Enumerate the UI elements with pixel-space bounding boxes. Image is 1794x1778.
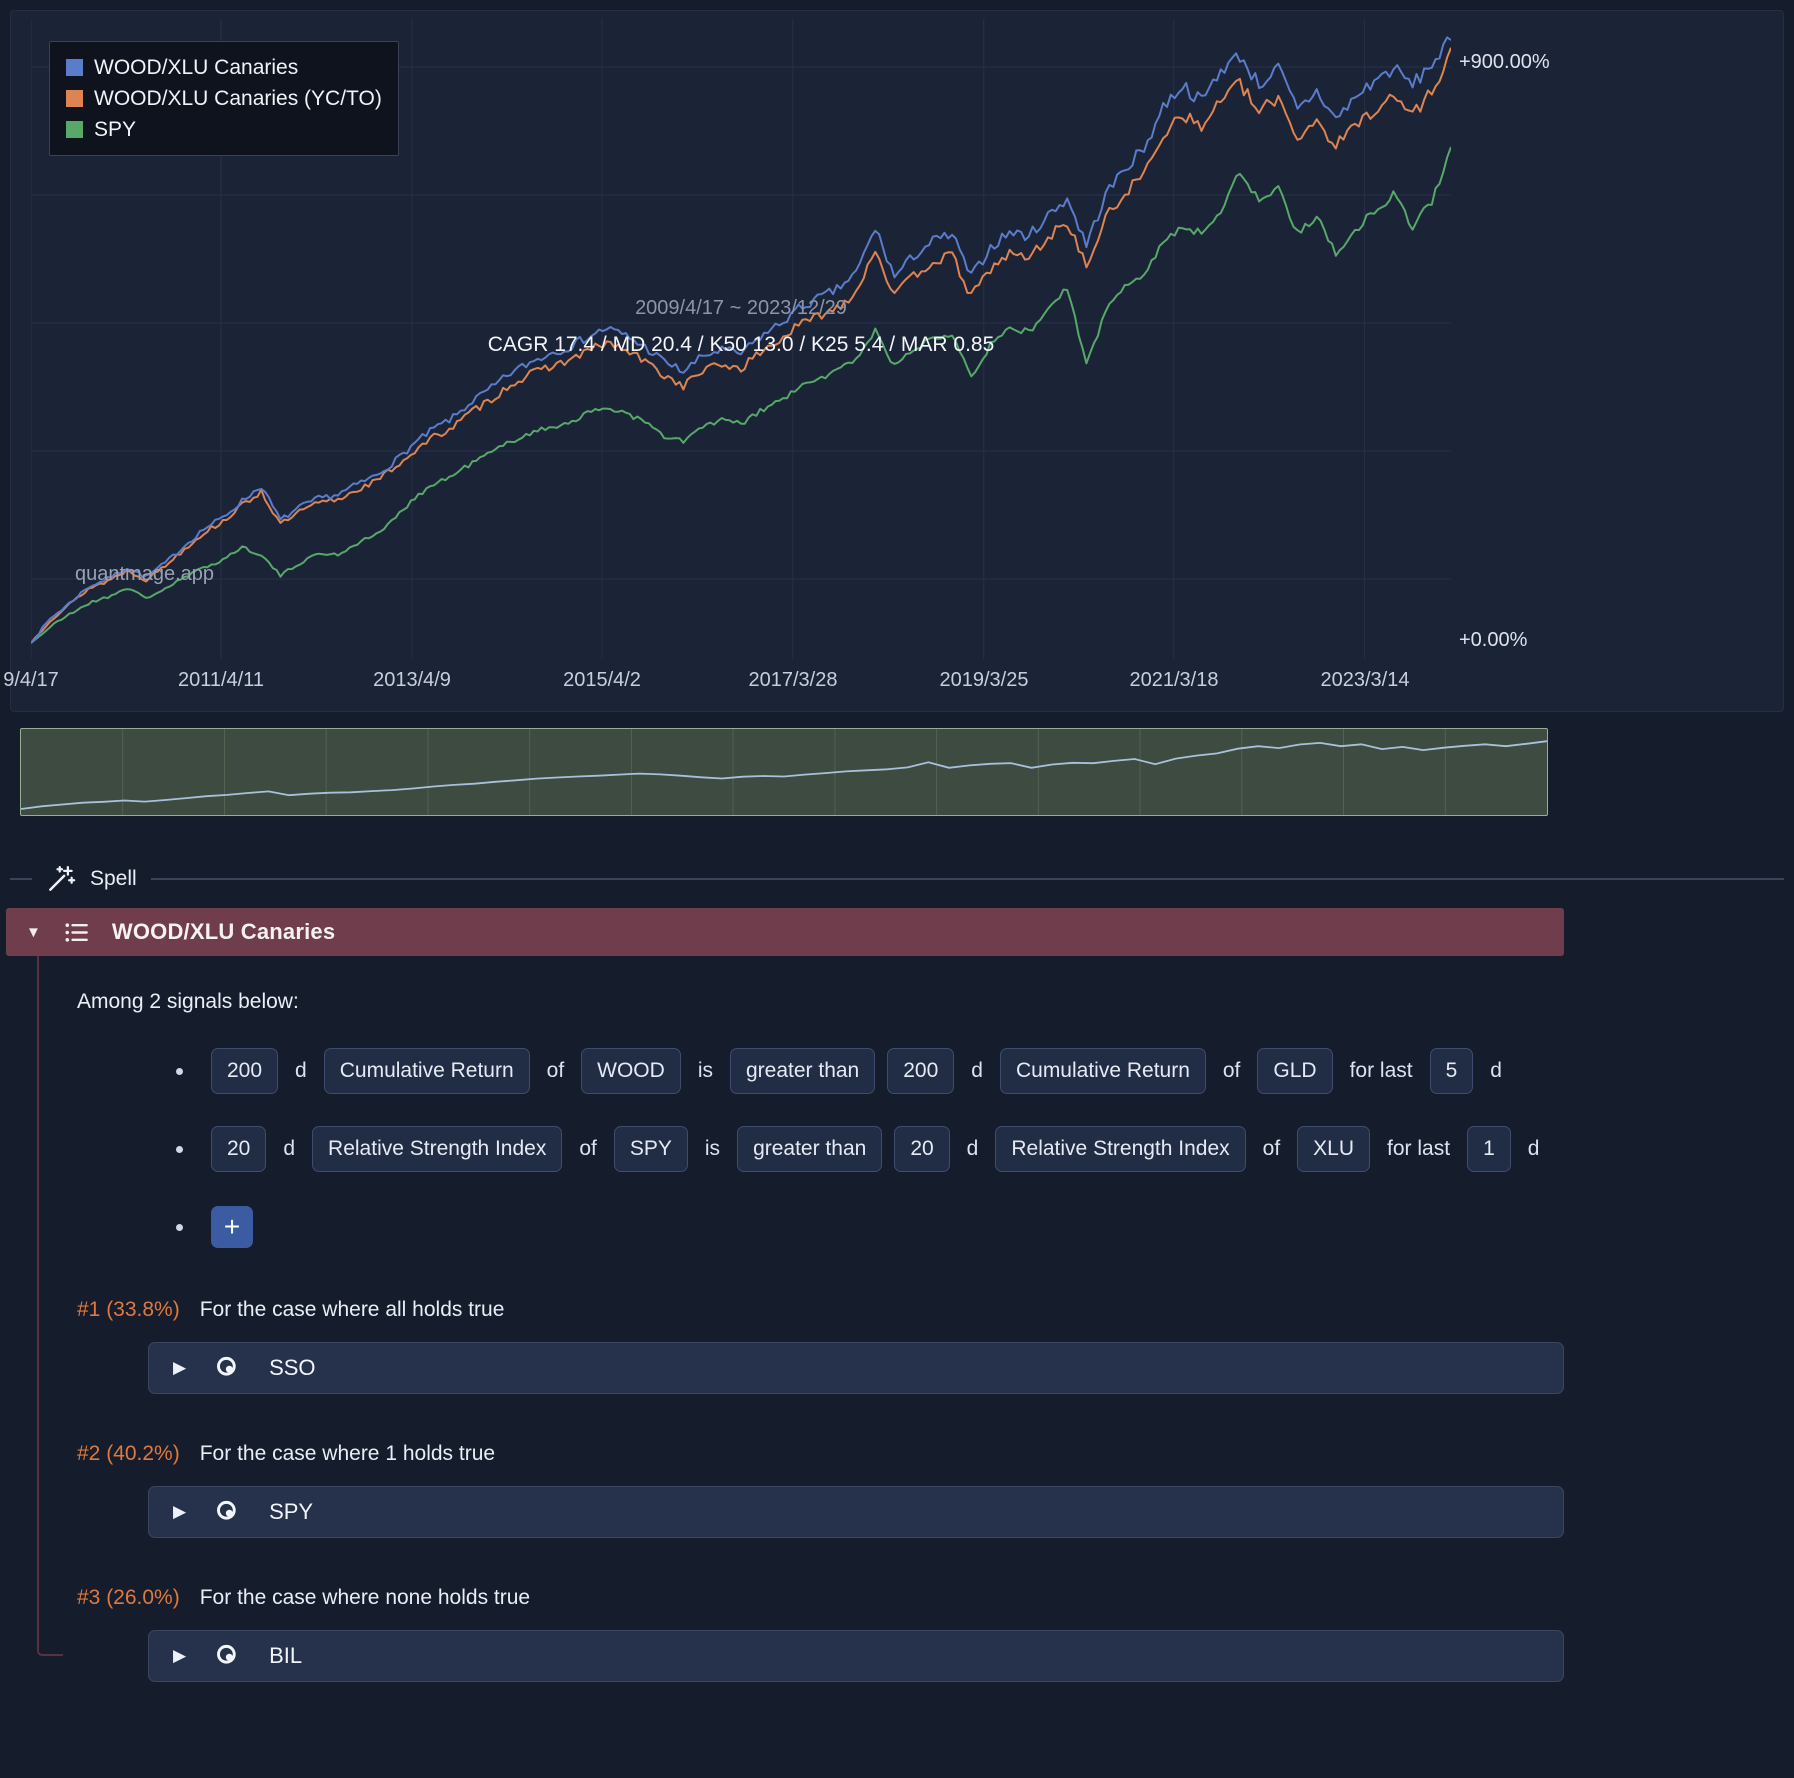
spell-title: WOOD/XLU Canaries [111, 919, 336, 944]
case-list: #1 (33.8%) For the case where all holds t… [6, 1298, 1564, 1682]
x-tick-label: 2017/3/28 [748, 669, 838, 691]
condition-connector: for last [1387, 1137, 1451, 1160]
spell-header-bar[interactable]: ▼ WOOD/XLU Canaries [6, 908, 1564, 956]
condition-token[interactable]: 1 [1467, 1126, 1511, 1172]
condition-token[interactable]: SPY [613, 1126, 688, 1172]
legend-swatch [66, 59, 83, 76]
x-tick-label: 2023/3/14 [1320, 669, 1410, 691]
case-description: For the case where none holds true [199, 1586, 531, 1609]
legend-item[interactable]: WOOD/XLU Canaries (YC/TO) [66, 83, 382, 114]
condition-connector: is [697, 1059, 713, 1082]
legend-swatch [66, 90, 83, 107]
legend-item[interactable]: SPY [66, 114, 382, 145]
lens-icon [217, 1644, 236, 1664]
watermark: quantmage.app [75, 563, 215, 585]
expand-play-icon[interactable]: ▶ [173, 1646, 187, 1665]
condition-connector: d [283, 1137, 296, 1160]
signals-intro: Among 2 signals below: [77, 990, 299, 1013]
condition-token[interactable]: Cumulative Return [999, 1048, 1206, 1094]
divider [150, 878, 1784, 880]
ticker-symbol: SPY [269, 1499, 314, 1524]
case-description: For the case where all holds true [199, 1298, 505, 1321]
add-signal-row: + [176, 1204, 1564, 1250]
case-header: #3 (26.0%) For the case where none holds … [77, 1586, 1564, 1614]
ticker-symbol: BIL [269, 1643, 303, 1668]
signal-condition-row: 200 d Cumulative Return of WOOD is greater tha… [176, 1048, 1564, 1094]
condition-token[interactable]: 200 [211, 1048, 279, 1094]
tree-guide-line [37, 956, 63, 1656]
condition-token[interactable]: WOOD [581, 1048, 681, 1094]
condition-connector: of [1262, 1137, 1281, 1160]
list-icon [65, 922, 88, 942]
condition-connector: d [1490, 1059, 1502, 1082]
y-axis-max-label: +900.00% [1459, 51, 1550, 73]
condition-connector: of [1222, 1059, 1241, 1082]
x-tick-label: 2013/4/9 [373, 669, 451, 691]
legend-label: WOOD/XLU Canaries (YC/TO) [94, 86, 382, 110]
spell-body: Among 2 signals below: 200 d Cumulative Re… [6, 956, 1564, 1742]
condition-token[interactable]: XLU [1297, 1126, 1371, 1172]
condition-connector: d [966, 1137, 979, 1160]
condition-token[interactable]: 20 [211, 1126, 267, 1172]
legend-item[interactable]: WOOD/XLU Canaries [66, 52, 382, 83]
case-description: For the case where 1 holds true [199, 1442, 496, 1465]
bullet-icon [176, 1223, 183, 1231]
bullet-icon [176, 1145, 183, 1153]
wand-icon [49, 866, 76, 891]
condition-token[interactable]: 20 [894, 1126, 950, 1172]
spell-section-header: Spell [10, 864, 1784, 894]
holding-row-sso[interactable]: ▶ SSO [148, 1342, 1564, 1394]
condition-token[interactable]: 5 [1429, 1048, 1474, 1094]
ticker-symbol: SSO [269, 1355, 316, 1380]
legend-swatch [66, 121, 83, 138]
signal-condition-row: 20 d Relative Strength Index of SPY is greater… [176, 1126, 1564, 1172]
y-axis-min-label: +0.00% [1459, 629, 1528, 651]
case-header: #1 (33.8%) For the case where all holds t… [77, 1298, 1564, 1326]
condition-token[interactable]: greater than [729, 1048, 876, 1094]
condition-connector: d [971, 1059, 983, 1082]
case-percentage: #2 (40.2%) [77, 1442, 180, 1465]
spell-section-label: Spell [90, 867, 137, 890]
x-tick-label: 2021/3/18 [1129, 669, 1219, 691]
signal-list: 200 d Cumulative Return of WOOD is greater tha… [6, 1048, 1564, 1172]
x-tick-label: 9/4/17 [3, 669, 59, 691]
legend-label: SPY [94, 117, 137, 141]
condition-token[interactable]: 200 [887, 1048, 955, 1094]
holding-row-spy[interactable]: ▶ SPY [148, 1486, 1564, 1538]
navigator-chart[interactable] [21, 729, 1547, 815]
backtest-chart-panel: WOOD/XLU Canaries WOOD/XLU Canaries (YC/T… [3, 10, 1784, 712]
case-header: #2 (40.2%) For the case where 1 holds tru… [77, 1442, 1564, 1470]
collapse-caret-icon[interactable]: ▼ [26, 923, 41, 941]
condition-token[interactable]: Relative Strength Index [312, 1126, 563, 1172]
condition-connector: is [704, 1137, 721, 1160]
quantmage-backtest-page: { "chart": { "legend": [ {"label": "WOOD… [0, 10, 1794, 1778]
chart-legend: WOOD/XLU Canaries WOOD/XLU Canaries (YC/T… [49, 41, 399, 156]
x-axis: 9/4/17 2011/4/11 2013/4/9 2015/4/2 2017/3/28… [3, 669, 1451, 697]
condition-token[interactable]: GLD [1257, 1048, 1333, 1094]
add-signal-button[interactable]: + [211, 1206, 253, 1248]
x-tick-label: 2011/4/11 [177, 669, 265, 691]
case-percentage: #1 (33.8%) [77, 1298, 180, 1321]
chart-navigator[interactable] [20, 728, 1548, 816]
condition-connector: of [579, 1137, 597, 1160]
holding-row-bil[interactable]: ▶ BIL [148, 1630, 1564, 1682]
condition-connector: for last [1349, 1059, 1413, 1082]
x-tick-label: 2015/4/2 [563, 669, 641, 691]
legend-label: WOOD/XLU Canaries [94, 55, 299, 79]
condition-connector: d [1527, 1137, 1540, 1160]
condition-token[interactable]: Relative Strength Index [995, 1126, 1246, 1172]
condition-token[interactable]: Cumulative Return [323, 1048, 530, 1094]
condition-connector: d [295, 1059, 307, 1082]
case-percentage: #3 (26.0%) [77, 1586, 180, 1609]
expand-play-icon[interactable]: ▶ [173, 1358, 187, 1377]
lens-icon [217, 1500, 236, 1520]
expand-play-icon[interactable]: ▶ [173, 1502, 187, 1521]
bullet-icon [176, 1067, 183, 1075]
divider [10, 878, 32, 880]
x-tick-label: 2019/3/25 [939, 669, 1029, 691]
condition-token[interactable]: greater than [737, 1126, 883, 1172]
condition-connector: of [546, 1059, 565, 1082]
lens-icon [217, 1356, 236, 1376]
